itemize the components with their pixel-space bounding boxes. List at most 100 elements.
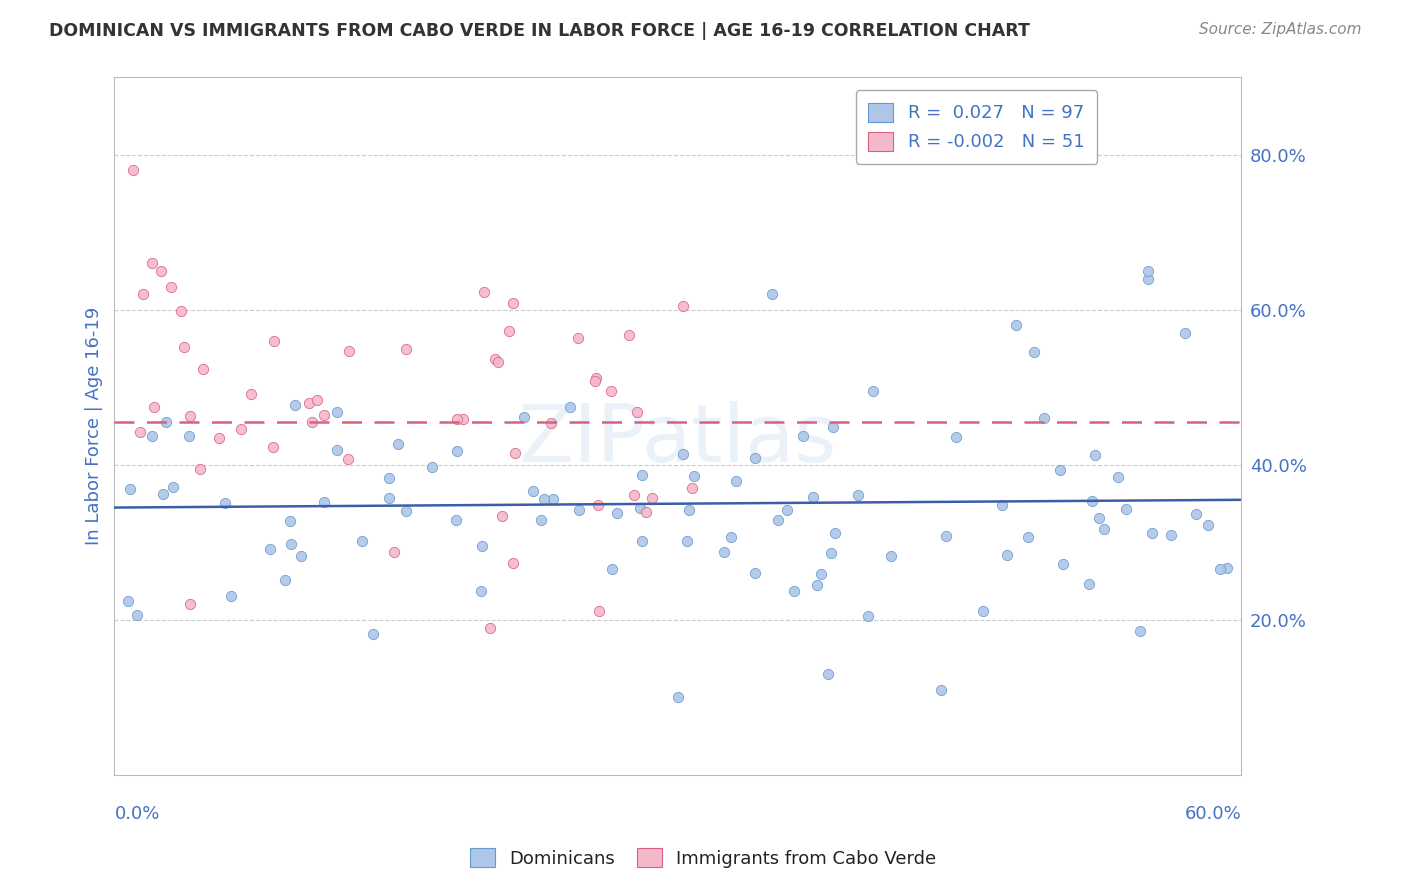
Point <box>150 264 173 278</box>
Point <box>522 484 544 499</box>
Point <box>179 598 201 612</box>
Point <box>208 431 231 445</box>
Point <box>540 416 562 430</box>
Point <box>617 328 640 343</box>
Point <box>806 578 828 592</box>
Point <box>446 444 468 458</box>
Point <box>1129 624 1152 639</box>
Point <box>585 374 607 388</box>
Point <box>118 482 141 496</box>
Point <box>337 343 360 358</box>
Text: 60.0%: 60.0% <box>1185 805 1241 823</box>
Point <box>301 416 323 430</box>
Point <box>1088 511 1111 525</box>
Point <box>117 594 139 608</box>
Point <box>128 425 150 439</box>
Point <box>586 498 609 512</box>
Point <box>588 604 610 618</box>
Point <box>259 542 281 557</box>
Point <box>378 491 401 506</box>
Point <box>945 430 967 444</box>
Point <box>471 539 494 553</box>
Point <box>766 512 789 526</box>
Point <box>666 690 689 705</box>
Point <box>152 487 174 501</box>
Text: Source: ZipAtlas.com: Source: ZipAtlas.com <box>1198 22 1361 37</box>
Point <box>606 507 628 521</box>
Point <box>1107 470 1129 484</box>
Point <box>394 342 416 356</box>
Point <box>675 534 697 549</box>
Point <box>188 462 211 476</box>
Point <box>1078 577 1101 591</box>
Point <box>446 412 468 426</box>
Point <box>626 405 648 419</box>
Point <box>972 604 994 618</box>
Point <box>744 566 766 580</box>
Point <box>159 279 181 293</box>
Point <box>1052 557 1074 571</box>
Point <box>298 395 321 409</box>
Point <box>568 503 591 517</box>
Point <box>810 567 832 582</box>
Point <box>801 491 824 505</box>
Point <box>1160 528 1182 542</box>
Point <box>214 496 236 510</box>
Point <box>125 607 148 622</box>
Point <box>792 429 814 443</box>
Point <box>484 352 506 367</box>
Point <box>1092 522 1115 536</box>
Point <box>337 452 360 467</box>
Legend: R =  0.027   N = 97, R = -0.002   N = 51: R = 0.027 N = 97, R = -0.002 N = 51 <box>855 90 1097 164</box>
Point <box>1049 463 1071 477</box>
Point <box>278 514 301 528</box>
Point <box>720 530 742 544</box>
Text: ZIPatlas: ZIPatlas <box>519 401 837 479</box>
Point <box>179 409 201 423</box>
Point <box>630 500 652 515</box>
Point <box>935 528 957 542</box>
Point <box>173 341 195 355</box>
Point <box>326 405 349 419</box>
Point <box>284 398 307 412</box>
Point <box>558 400 581 414</box>
Point <box>567 331 589 345</box>
Point <box>479 621 502 635</box>
Point <box>472 285 495 299</box>
Point <box>858 608 880 623</box>
Point <box>290 549 312 564</box>
Point <box>422 460 444 475</box>
Point <box>744 451 766 466</box>
Point <box>929 682 952 697</box>
Point <box>533 492 555 507</box>
Point <box>239 386 262 401</box>
Point <box>122 163 145 178</box>
Point <box>446 513 468 527</box>
Point <box>991 498 1014 512</box>
Point <box>1174 326 1197 341</box>
Legend: Dominicans, Immigrants from Cabo Verde: Dominicans, Immigrants from Cabo Verde <box>458 837 948 879</box>
Point <box>631 467 654 482</box>
Point <box>262 440 284 454</box>
Point <box>817 667 839 681</box>
Point <box>502 296 524 310</box>
Point <box>387 437 409 451</box>
Point <box>170 304 193 318</box>
Point <box>1022 345 1045 359</box>
Point <box>995 548 1018 562</box>
Point <box>155 415 177 429</box>
Text: 0.0%: 0.0% <box>114 805 160 823</box>
Point <box>713 545 735 559</box>
Point <box>395 504 418 518</box>
Point <box>162 480 184 494</box>
Point <box>491 508 513 523</box>
Point <box>314 408 336 422</box>
Point <box>761 287 783 301</box>
Point <box>1198 517 1220 532</box>
Point <box>634 505 657 519</box>
Point <box>783 583 806 598</box>
Point <box>382 545 405 559</box>
Point <box>470 583 492 598</box>
Point <box>623 488 645 502</box>
Point <box>326 442 349 457</box>
